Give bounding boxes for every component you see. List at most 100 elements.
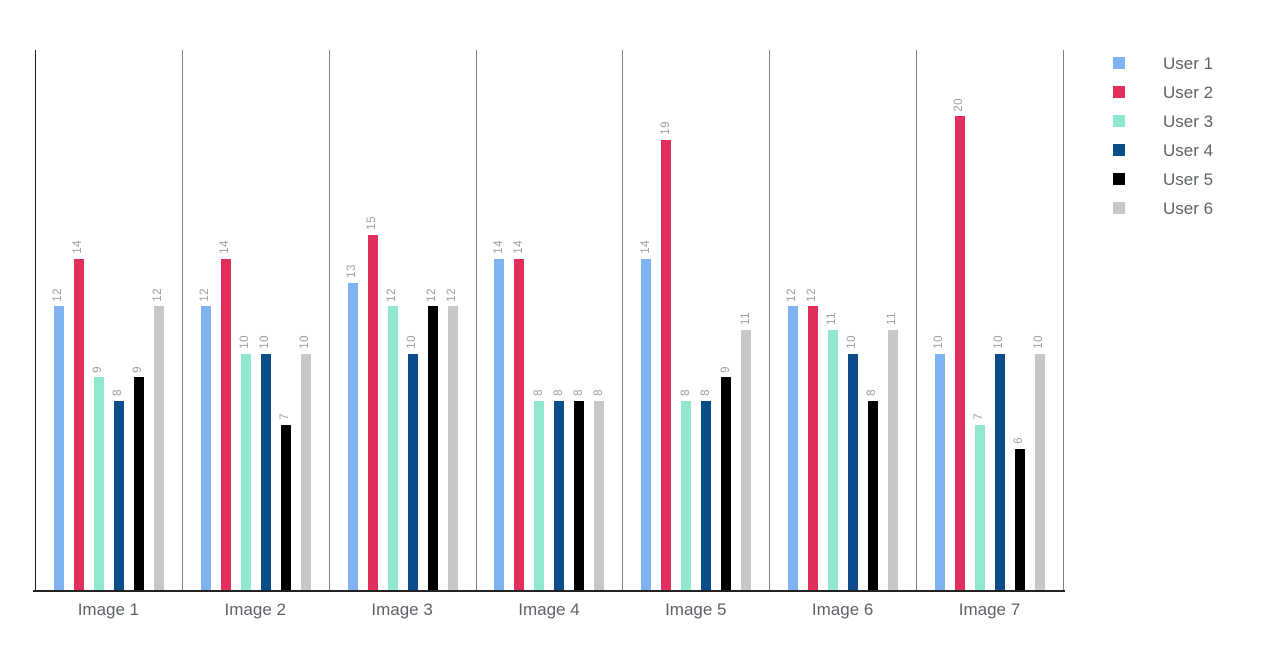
bar <box>788 306 799 591</box>
bar <box>681 401 692 591</box>
bar-value-label: 10 <box>299 334 312 349</box>
bar-group-slot: 7 <box>973 50 986 591</box>
bar <box>240 353 251 591</box>
bar <box>661 140 672 591</box>
bar-value-label: 12 <box>385 287 398 302</box>
bar <box>721 377 732 591</box>
bar <box>934 353 945 591</box>
bar <box>153 306 164 591</box>
legend-swatch <box>1113 144 1125 156</box>
bar-group-slot: 14 <box>493 50 506 591</box>
bar <box>260 353 271 591</box>
bar-group-slot: 7 <box>279 50 292 591</box>
bar-group-slot: 11 <box>886 50 899 591</box>
legend-label: User 6 <box>1163 198 1214 218</box>
bar-value-label: 20 <box>953 97 966 112</box>
bar-value-label: 11 <box>826 312 839 325</box>
bar-group-slot: 14 <box>219 50 232 591</box>
bar <box>387 306 398 591</box>
bar-value-label: 12 <box>425 287 438 302</box>
legend-label: User 1 <box>1163 53 1214 73</box>
bar-group-slot: 12 <box>446 50 459 591</box>
legend-item: User 4 <box>1113 140 1214 160</box>
bar-group-slot: 8 <box>866 50 879 591</box>
bar-group-slot: 6 <box>1013 50 1026 591</box>
bar <box>994 353 1005 591</box>
bar-group-slot: 13 <box>345 50 359 591</box>
legend: User 1 User 2 User 3 User 4 User 5 User 6 <box>1113 53 1214 231</box>
bar-group-slot: 20 <box>953 50 966 591</box>
bar <box>888 330 899 591</box>
bar-value-label: 13 <box>345 263 358 278</box>
bar-group-slot: 11 <box>739 50 753 591</box>
bar-group-slot: 8 <box>533 50 546 591</box>
bar-group-slot: 12 <box>786 50 799 591</box>
facet-panel: 12 12 11 10 8 11 <box>770 50 918 591</box>
bar-group-slot: 8 <box>552 50 566 591</box>
bar-group-slot: 12 <box>806 50 819 591</box>
legend-item: User 1 <box>1113 53 1214 73</box>
bar-value-label: 8 <box>592 389 605 397</box>
bar-value-label: 8 <box>572 389 585 397</box>
bar-group-slot: 12 <box>425 50 439 591</box>
bar <box>514 258 525 591</box>
facet-panel: 12 14 10 10 7 10 <box>183 50 330 591</box>
bar <box>868 401 879 591</box>
bar-value-label: 19 <box>659 121 672 136</box>
bar-value-label: 11 <box>739 312 752 325</box>
bar <box>93 377 104 591</box>
bar <box>594 401 605 591</box>
bar-group-slot: 10 <box>299 50 312 591</box>
bar-value-label: 12 <box>786 287 799 302</box>
bar-value-label: 10 <box>993 334 1006 349</box>
legend-swatch <box>1113 115 1125 127</box>
bar-group-slot: 10 <box>259 50 272 591</box>
bar-value-label: 8 <box>679 389 692 397</box>
bar-group-slot: 8 <box>112 50 125 591</box>
bar-group-slot: 12 <box>152 50 165 591</box>
x-axis-label: Image 1 <box>77 600 140 619</box>
bar-group-slot: 10 <box>239 50 252 591</box>
legend-label: User 4 <box>1163 140 1214 160</box>
bar <box>574 401 585 591</box>
bar-group-slot: 14 <box>512 50 526 591</box>
bar-group-slot: 10 <box>933 50 946 591</box>
bar-value-label: 9 <box>132 365 145 373</box>
bar-value-label: 14 <box>639 240 652 254</box>
bar <box>1014 448 1025 591</box>
bar <box>133 377 144 591</box>
plot-area: 12 14 9 8 9 12 12 14 10 10 7 10 13 15 12 10 12 12 14 14 8 8 8 8… <box>35 50 1064 591</box>
bar-value-label: 10 <box>405 334 418 349</box>
facet-panel: 14 14 8 8 8 8 <box>477 50 624 591</box>
bar-group-slot: 8 <box>700 50 713 591</box>
bar-value-label: 8 <box>552 389 565 397</box>
bar-group-slot: 12 <box>199 50 212 591</box>
bar-group-slot: 10 <box>405 50 419 591</box>
bar <box>200 306 211 591</box>
bar <box>220 258 231 591</box>
bar-group-slot: 11 <box>826 50 839 591</box>
x-axis-label: Image 7 <box>958 600 1021 619</box>
bar-value-label: 10 <box>846 334 859 349</box>
bar-group-slot: 14 <box>639 50 653 591</box>
bar-value-label: 12 <box>199 287 212 302</box>
legend-item: User 6 <box>1113 198 1214 218</box>
bar-value-label: 12 <box>52 287 65 302</box>
bar-value-label: 14 <box>72 240 85 254</box>
bar <box>641 258 652 591</box>
bar-value-label: 12 <box>806 287 819 302</box>
bar-group-slot: 10 <box>846 50 859 591</box>
bar <box>534 401 545 591</box>
x-axis-labels: Image 1 Image 2 Image 3 Image 4 Image 5 Image… <box>35 600 1063 620</box>
bar <box>828 330 839 591</box>
bar-value-label: 7 <box>279 413 292 420</box>
x-axis-label: Image 3 <box>371 600 433 619</box>
facet-panel: 12 14 9 8 9 12 <box>36 50 183 591</box>
bar-value-label: 9 <box>719 365 732 373</box>
x-axis-line <box>33 590 1065 592</box>
bar <box>407 353 418 591</box>
bar-group-slot: 8 <box>679 50 693 591</box>
bar-value-label: 14 <box>512 240 525 254</box>
bar <box>73 258 84 591</box>
